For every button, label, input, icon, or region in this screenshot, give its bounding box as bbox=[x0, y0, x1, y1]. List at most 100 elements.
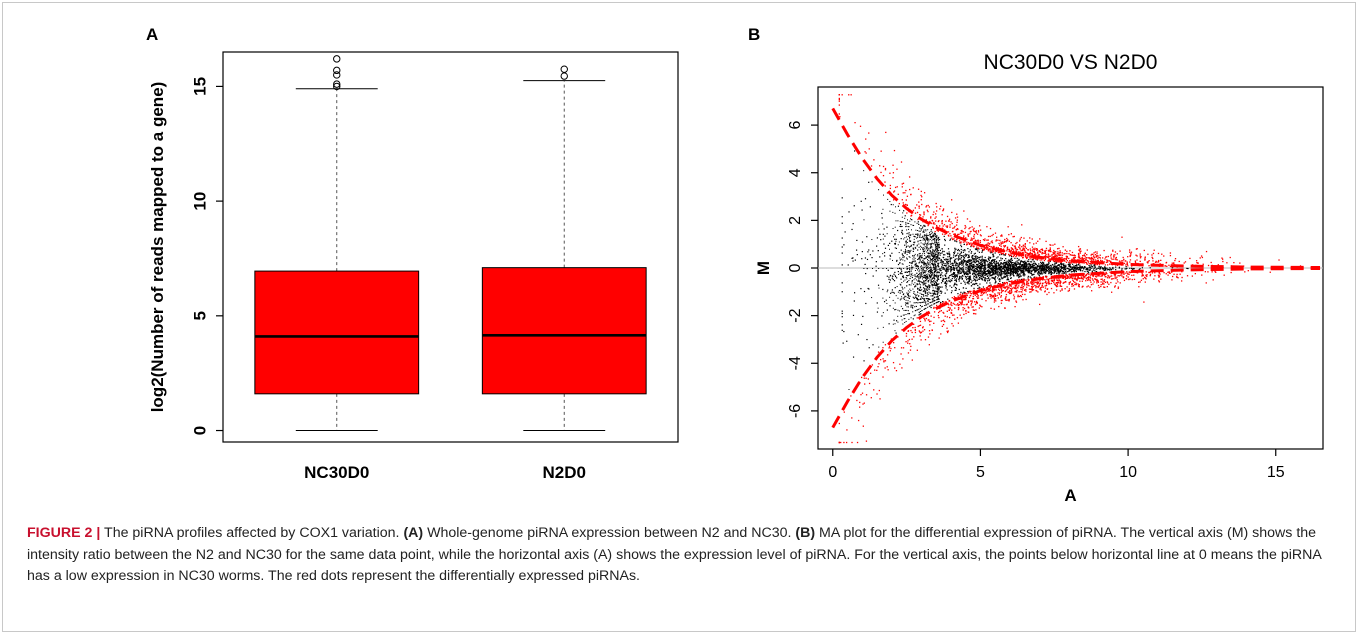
data-point bbox=[917, 235, 919, 237]
data-point bbox=[892, 204, 894, 206]
data-point bbox=[1038, 263, 1040, 265]
data-point bbox=[975, 268, 978, 270]
data-point bbox=[914, 286, 916, 288]
data-point bbox=[973, 275, 975, 277]
data-point bbox=[1003, 259, 1006, 262]
data-point bbox=[912, 318, 914, 320]
data-point bbox=[988, 284, 990, 287]
data-point bbox=[1061, 288, 1063, 290]
data-point bbox=[927, 277, 929, 279]
data-point bbox=[984, 247, 986, 249]
data-point bbox=[948, 268, 950, 270]
data-point bbox=[1129, 251, 1131, 253]
data-point bbox=[973, 258, 976, 260]
data-point bbox=[892, 211, 894, 213]
data-point bbox=[1064, 249, 1067, 251]
data-point bbox=[958, 258, 961, 260]
data-point bbox=[968, 263, 970, 265]
data-point bbox=[892, 361, 895, 364]
data-point bbox=[950, 267, 952, 269]
data-point bbox=[918, 262, 920, 264]
data-point bbox=[937, 239, 939, 241]
data-point bbox=[961, 259, 963, 262]
data-point bbox=[953, 251, 955, 254]
data-point bbox=[898, 252, 900, 254]
data-point bbox=[1042, 270, 1045, 272]
data-point bbox=[1093, 263, 1095, 266]
data-point bbox=[1146, 275, 1148, 278]
data-point bbox=[1066, 252, 1068, 255]
data-point bbox=[931, 284, 933, 286]
data-point bbox=[1066, 267, 1068, 270]
data-point bbox=[932, 290, 934, 292]
data-point bbox=[991, 295, 993, 298]
data-point bbox=[941, 291, 943, 293]
data-point bbox=[1047, 253, 1050, 256]
data-point bbox=[936, 239, 938, 241]
data-point bbox=[1047, 255, 1049, 258]
data-point bbox=[904, 244, 906, 246]
data-point bbox=[1061, 267, 1064, 269]
data-point bbox=[936, 304, 938, 307]
data-point bbox=[996, 257, 998, 259]
data-point bbox=[1038, 269, 1040, 271]
data-point bbox=[935, 281, 937, 283]
data-point bbox=[1110, 275, 1113, 277]
data-point bbox=[903, 210, 905, 212]
data-point bbox=[1032, 264, 1034, 266]
data-point bbox=[878, 287, 880, 289]
data-point bbox=[947, 268, 949, 270]
data-point bbox=[897, 268, 899, 269]
data-point bbox=[912, 288, 914, 290]
data-point bbox=[932, 277, 934, 279]
data-point bbox=[1008, 268, 1010, 270]
data-point bbox=[941, 252, 943, 254]
data-point bbox=[1105, 267, 1107, 269]
data-point bbox=[1004, 271, 1006, 273]
data-point bbox=[956, 241, 958, 243]
data-point bbox=[936, 274, 938, 276]
data-point bbox=[987, 265, 990, 267]
data-point bbox=[918, 258, 920, 260]
data-point bbox=[944, 282, 946, 284]
data-point bbox=[954, 289, 956, 291]
data-point bbox=[936, 294, 938, 296]
data-point bbox=[912, 274, 914, 276]
data-point bbox=[960, 276, 962, 278]
data-point bbox=[958, 271, 960, 273]
data-point bbox=[1022, 267, 1025, 269]
data-point bbox=[932, 253, 935, 255]
data-point bbox=[1023, 268, 1025, 270]
data-point bbox=[1007, 239, 1009, 241]
data-point bbox=[922, 237, 925, 239]
data-point bbox=[1087, 260, 1089, 262]
data-point bbox=[986, 260, 988, 262]
data-point bbox=[1039, 270, 1041, 272]
data-point bbox=[953, 271, 955, 274]
data-point bbox=[909, 267, 911, 269]
data-point bbox=[1099, 266, 1101, 268]
data-point bbox=[1178, 260, 1180, 263]
data-point bbox=[963, 235, 965, 237]
data-point bbox=[1060, 261, 1063, 263]
data-point bbox=[853, 205, 855, 207]
data-point bbox=[926, 267, 928, 269]
data-point bbox=[1036, 281, 1039, 283]
data-point bbox=[920, 331, 923, 333]
data-point bbox=[923, 211, 925, 213]
data-point bbox=[929, 252, 931, 254]
data-point bbox=[958, 301, 961, 303]
data-point bbox=[1073, 254, 1075, 257]
data-point bbox=[1048, 258, 1050, 260]
data-point bbox=[937, 244, 939, 246]
data-point bbox=[1050, 266, 1052, 269]
data-point bbox=[1092, 283, 1094, 285]
data-point bbox=[927, 277, 929, 279]
data-point bbox=[1071, 277, 1074, 280]
data-point bbox=[961, 230, 963, 233]
data-point bbox=[996, 236, 998, 238]
data-point bbox=[975, 274, 977, 276]
data-point bbox=[1007, 274, 1009, 277]
data-point bbox=[1055, 270, 1057, 272]
data-point bbox=[951, 268, 953, 270]
